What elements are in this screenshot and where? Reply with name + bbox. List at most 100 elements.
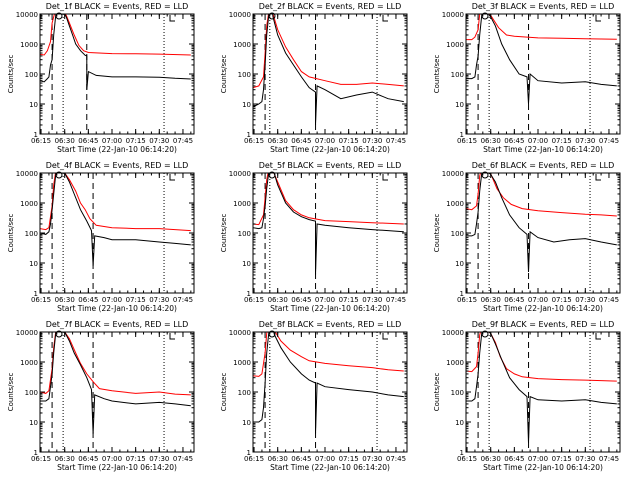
- y-tick-label: 1000: [20, 200, 38, 208]
- y-tick-label: 10: [242, 101, 251, 109]
- x-tick-label: 06:45: [78, 296, 98, 304]
- x-tick-label: 06:15: [457, 296, 477, 304]
- y-tick-label: 1000: [446, 200, 464, 208]
- detector-panel: 1 10 100 1000 10000 06:15 06:30 06:45 07:00 07:15…: [7, 320, 195, 472]
- y-tick-label: 10000: [229, 329, 251, 337]
- y-tick-label: 10: [29, 419, 38, 427]
- x-axis-label: Start Time (22-Jan-10 06:14:20): [270, 463, 390, 472]
- y-tick-label: 1: [34, 449, 38, 457]
- detector-panel: 1 10 100 1000 10000 06:15 06:30 06:45 07:00 07:15…: [433, 161, 621, 313]
- marker-bracket: [595, 15, 601, 22]
- y-tick-label: 10: [455, 101, 464, 109]
- y-tick-label: 100: [451, 71, 464, 79]
- y-tick-label: 100: [25, 389, 38, 397]
- x-tick-label: 07:30: [362, 296, 382, 304]
- lld-series-line: [40, 173, 191, 232]
- lld-series-line: [40, 332, 191, 396]
- x-tick-label: 06:15: [244, 455, 264, 463]
- x-tick-label: 06:30: [55, 137, 75, 145]
- events-series-line: [40, 173, 191, 266]
- y-tick-label: 1000: [233, 359, 251, 367]
- x-axis-label: Start Time (22-Jan-10 06:14:20): [483, 145, 603, 154]
- x-tick-label: 06:15: [244, 296, 264, 304]
- y-tick-label: 10000: [442, 170, 464, 178]
- x-tick-label: 07:00: [102, 296, 122, 304]
- y-axis-label: Counts/sec: [7, 214, 15, 253]
- x-tick-label: 07:30: [362, 455, 382, 463]
- y-axis-label: Counts/sec: [433, 214, 441, 253]
- x-tick-label: 07:15: [126, 296, 146, 304]
- marker-bracket: [169, 333, 175, 340]
- x-tick-label: 07:00: [102, 137, 122, 145]
- events-series-line: [466, 173, 617, 273]
- y-tick-label: 1000: [20, 359, 38, 367]
- y-tick-label: 100: [238, 71, 251, 79]
- x-tick-label: 07:45: [386, 296, 406, 304]
- x-tick-label: 07:00: [102, 455, 122, 463]
- x-tick-label: 07:15: [126, 137, 146, 145]
- y-tick-label: 100: [25, 71, 38, 79]
- marker-circle: [268, 330, 276, 338]
- y-tick-label: 10: [29, 260, 38, 268]
- events-series-line: [253, 332, 404, 434]
- x-tick-label: 06:30: [55, 296, 75, 304]
- y-tick-label: 10000: [442, 11, 464, 19]
- lld-series-line: [253, 173, 404, 226]
- x-tick-label: 07:15: [552, 455, 572, 463]
- y-tick-label: 1: [34, 290, 38, 298]
- detector-panel: 1 10 100 1000 10000 06:15 06:30 06:45 07:00 07:15…: [7, 2, 195, 154]
- lld-series-line: [253, 14, 404, 89]
- y-axis-label: Counts/sec: [7, 373, 15, 412]
- x-tick-label: 07:15: [126, 455, 146, 463]
- y-tick-label: 10000: [229, 170, 251, 178]
- y-tick-label: 10000: [16, 170, 38, 178]
- y-axis-label: Counts/sec: [433, 373, 441, 412]
- x-tick-label: 06:15: [457, 137, 477, 145]
- x-tick-label: 06:15: [31, 137, 51, 145]
- y-tick-label: 10000: [442, 329, 464, 337]
- events-series-line: [466, 332, 617, 444]
- x-tick-label: 07:00: [315, 455, 335, 463]
- x-axis-label: Start Time (22-Jan-10 06:14:20): [483, 463, 603, 472]
- x-tick-label: 07:00: [315, 296, 335, 304]
- x-tick-label: 06:45: [291, 296, 311, 304]
- y-axis-label: Counts/sec: [7, 55, 15, 94]
- events-series-line: [253, 14, 404, 126]
- marker-bracket: [382, 333, 388, 340]
- marker-circle: [481, 171, 489, 179]
- y-tick-label: 1: [460, 290, 464, 298]
- panel-title: Det_4f BLACK = Events, RED = LLD: [46, 161, 189, 170]
- x-tick-label: 06:45: [504, 137, 524, 145]
- lld-series-line: [40, 14, 191, 56]
- y-tick-label: 100: [238, 230, 251, 238]
- x-tick-label: 07:00: [528, 455, 548, 463]
- detector-panel: 1 10 100 1000 10000 06:15 06:30 06:45 07:00 07:15…: [220, 320, 408, 472]
- plot-frame: [252, 331, 408, 453]
- plot-frame: [252, 172, 408, 294]
- events-series-line: [466, 14, 617, 105]
- x-tick-label: 06:45: [291, 455, 311, 463]
- x-tick-label: 07:00: [528, 296, 548, 304]
- y-axis-label: Counts/sec: [220, 373, 228, 412]
- x-axis-label: Start Time (22-Jan-10 06:14:20): [483, 304, 603, 313]
- x-axis-label: Start Time (22-Jan-10 06:14:20): [270, 145, 390, 154]
- x-tick-label: 07:30: [575, 296, 595, 304]
- x-tick-label: 06:45: [291, 137, 311, 145]
- x-tick-label: 07:30: [149, 455, 169, 463]
- detector-panel: 1 10 100 1000 10000 06:15 06:30 06:45 07:00 07:15…: [433, 2, 621, 154]
- events-series-line: [40, 332, 191, 434]
- events-series-line: [40, 14, 191, 90]
- detector-panel: 1 10 100 1000 10000 06:15 06:30 06:45 07:00 07:15…: [7, 161, 195, 313]
- x-tick-label: 07:30: [362, 137, 382, 145]
- x-tick-label: 07:45: [599, 296, 619, 304]
- x-tick-label: 06:15: [31, 455, 51, 463]
- y-tick-label: 1: [460, 131, 464, 139]
- y-tick-label: 1000: [20, 41, 38, 49]
- x-tick-label: 07:15: [339, 137, 359, 145]
- detector-panel: 1 10 100 1000 10000 06:15 06:30 06:45 07:00 07:15…: [220, 2, 408, 154]
- x-tick-label: 06:30: [268, 296, 288, 304]
- y-axis-label: Counts/sec: [220, 214, 228, 253]
- plot-frame: [252, 13, 408, 135]
- y-tick-label: 10: [455, 260, 464, 268]
